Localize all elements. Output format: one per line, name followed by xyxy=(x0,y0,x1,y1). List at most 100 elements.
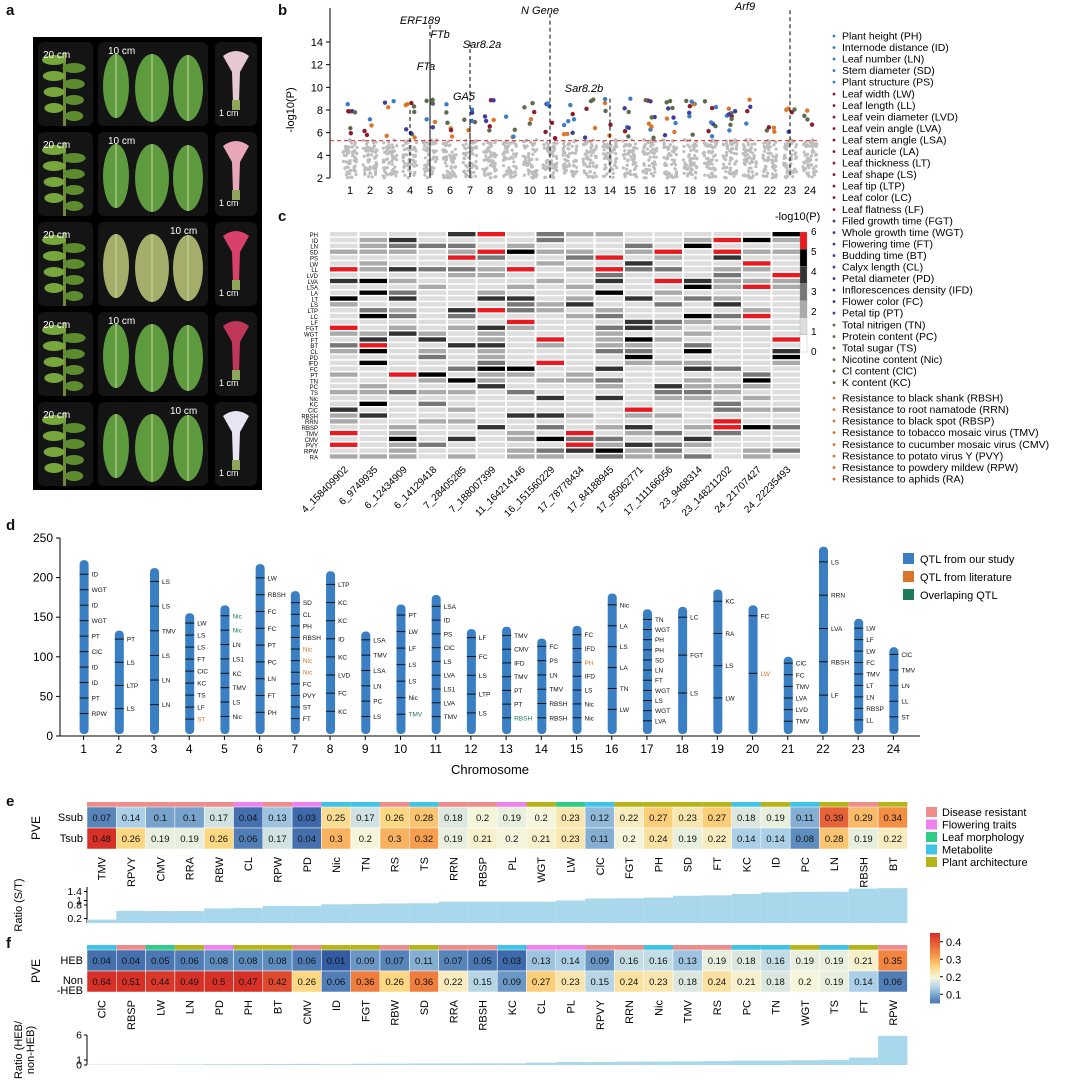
snp-point xyxy=(363,168,367,172)
heatmap-cell xyxy=(389,255,417,260)
heatmap-cell xyxy=(389,360,417,366)
snp-point xyxy=(713,168,717,172)
snp-point xyxy=(543,167,548,171)
snp-point xyxy=(523,155,527,159)
qtl-label: TMV xyxy=(162,628,176,635)
trait-group-strip xyxy=(614,945,644,950)
pve-value: 0.05 xyxy=(151,956,170,967)
qtl-label: LN xyxy=(268,676,277,683)
heatmap-cell xyxy=(536,308,564,313)
pve-value: 0.08 xyxy=(239,956,258,967)
snp-point xyxy=(530,165,534,169)
snp-point xyxy=(614,152,618,156)
pve-value: 0.18 xyxy=(678,977,697,988)
pve-value: 0.36 xyxy=(415,977,434,988)
legend-marker: • xyxy=(832,89,836,100)
heatmap-cell xyxy=(507,343,535,348)
snp-point xyxy=(653,162,658,166)
colorbar-segment xyxy=(930,957,940,960)
heatmap-cell xyxy=(743,372,771,377)
significant-snp xyxy=(792,107,797,112)
snp-point xyxy=(730,143,734,147)
qtl-label: WGT xyxy=(655,688,670,695)
heatmap-cell xyxy=(477,249,505,254)
trait-label: BT xyxy=(888,857,900,871)
plant-photo: 20 cm xyxy=(38,312,93,396)
significant-snp xyxy=(702,99,708,104)
plant-photo: 20 cm xyxy=(38,132,93,216)
heatmap-cell xyxy=(448,384,476,389)
heatmap-cell xyxy=(713,389,741,395)
snp-point xyxy=(721,166,725,170)
gene-annotation: Sar8.2b xyxy=(565,83,604,95)
heatmap-cell xyxy=(418,454,446,459)
snp-point xyxy=(570,144,574,148)
trait-label: KC xyxy=(741,857,753,872)
heatmap-cell xyxy=(566,331,594,336)
trait-label: ClC xyxy=(97,1000,109,1018)
ratio-bar xyxy=(614,898,644,923)
trait-label: Nic xyxy=(653,1000,665,1016)
plant-leaf xyxy=(64,201,84,211)
significant-snp xyxy=(532,109,537,115)
trait-group-strip xyxy=(204,802,234,807)
snp-point xyxy=(742,144,746,149)
heatmap-cell xyxy=(713,232,741,237)
heatmap-cell xyxy=(448,278,476,284)
heatmap-cell xyxy=(654,430,682,436)
heatmap-cell xyxy=(595,430,623,436)
qtl-label: LS xyxy=(444,659,453,666)
significant-snp xyxy=(602,100,608,106)
heatmap-cell xyxy=(684,337,712,342)
trait-label: TMV xyxy=(683,999,695,1023)
snp-point xyxy=(349,169,353,173)
heatmap-row-label: PVY xyxy=(306,444,318,450)
heatmap-cell xyxy=(684,313,712,319)
snp-point xyxy=(652,174,656,178)
snp-point xyxy=(753,148,757,152)
flower-calyx xyxy=(232,460,240,470)
heatmap-cell xyxy=(654,425,682,430)
heatmap-cell xyxy=(772,448,800,453)
qtl-label: RBSH xyxy=(514,715,532,722)
heatmap-cell xyxy=(507,284,535,289)
trait-group-strip xyxy=(819,802,849,807)
heatmap-cell xyxy=(477,401,505,406)
heatmap-cell xyxy=(566,407,594,412)
chromosome-label: 11 xyxy=(544,185,555,197)
heatmap-cell xyxy=(418,366,446,371)
snp-point xyxy=(352,167,356,171)
heatmap-cell xyxy=(448,413,476,418)
heatmap-cell xyxy=(448,319,476,325)
chromosome-bar xyxy=(642,609,652,734)
snp-point xyxy=(423,156,427,160)
snp-point xyxy=(692,156,696,160)
pve-value: 0.28 xyxy=(415,813,434,824)
heatmap-cell xyxy=(713,372,741,377)
qtl-label: FC xyxy=(268,609,277,616)
heatmap-cell xyxy=(595,325,623,330)
panel-letter-c: c xyxy=(278,208,287,225)
heatmap-cell xyxy=(389,366,417,371)
heatmap-cell xyxy=(625,354,653,360)
trait-label: RPVY xyxy=(126,856,138,887)
heatmap-cell xyxy=(330,395,358,401)
heatmap-cell xyxy=(359,448,387,453)
qtl-label: LC xyxy=(690,615,699,622)
heatmap-row-label: PD xyxy=(310,356,319,362)
snp-point xyxy=(666,153,670,158)
heatmap-cell xyxy=(713,354,741,360)
snp-point xyxy=(445,155,449,159)
snp-point xyxy=(644,171,649,176)
heatmap-cell xyxy=(507,296,535,301)
ratio-tick-label: 1 xyxy=(76,1055,82,1067)
colorbar-segment xyxy=(930,977,940,980)
snp-point xyxy=(582,143,586,147)
heatmap-cell xyxy=(330,232,358,237)
ratio-bar xyxy=(204,908,234,923)
flower-calyx xyxy=(232,280,240,290)
snp-point xyxy=(364,146,368,151)
trait-label: WGT xyxy=(800,1000,812,1026)
chromosome-number: 3 xyxy=(151,742,158,756)
significant-snp xyxy=(430,125,436,130)
